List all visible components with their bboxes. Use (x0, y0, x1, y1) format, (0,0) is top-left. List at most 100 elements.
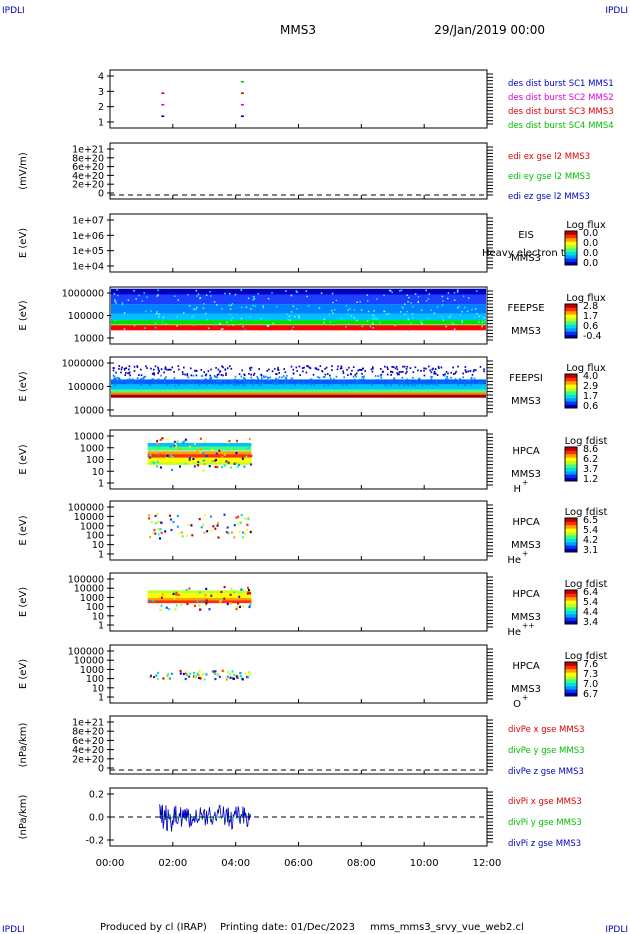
y-tick-label: 0.0 (89, 813, 104, 824)
feepsi-speck (418, 377, 421, 380)
feepse-speck (453, 328, 456, 331)
feepse-speck (123, 312, 126, 314)
feepsi-speck (431, 368, 434, 371)
y-tick-label: 10 (92, 611, 104, 622)
feepsi-speck (335, 375, 338, 378)
feepsi-speck (430, 375, 432, 378)
y-tick-label: 100000 (68, 311, 104, 322)
feepsi-speck (425, 367, 427, 370)
colorbar-segment (565, 545, 577, 549)
hpca-speck (151, 461, 154, 464)
colorbar-segment (565, 679, 577, 683)
feepsi-speck (114, 382, 117, 385)
feepse-speck (121, 303, 124, 306)
colorbar-segment (565, 538, 577, 543)
feepsi-speck (284, 371, 287, 374)
hpca-band (147, 446, 252, 451)
hpca-speck (235, 461, 238, 465)
feepsi-speck (136, 377, 139, 380)
feepsi-speck (467, 370, 470, 373)
colorbar-tick-label: 6.5 (583, 515, 598, 526)
feepse-speck (411, 313, 414, 315)
feepsi-speck (143, 379, 146, 382)
feepsi-speck (310, 383, 313, 386)
hpca-speck (148, 599, 151, 603)
hpca-speck (247, 671, 250, 674)
colorbar-segment (565, 401, 577, 405)
feepsi-speck (285, 377, 288, 380)
feepse-speck (442, 319, 445, 321)
feepsi-speck (134, 379, 137, 382)
colorbar-segment (565, 234, 577, 239)
feepse-speck (478, 315, 481, 318)
hpca-speck (246, 528, 249, 531)
feepsi-speck (412, 371, 415, 374)
feepse-speck (141, 300, 144, 302)
feepsi-speck (248, 380, 250, 383)
feepse-speck (373, 310, 375, 312)
feepsi-speck (182, 373, 184, 376)
spacecraft-label: MMS3 (511, 684, 541, 695)
hpca-speck (172, 520, 175, 524)
feepsi-band (111, 394, 486, 398)
hpca-band (147, 451, 252, 455)
hpca-speck (236, 522, 239, 525)
feepsi-speck (292, 378, 294, 381)
hpca-speck (229, 673, 232, 676)
feepse-speck (406, 294, 408, 296)
legend-entry: edi ey gse l2 MMS3 (508, 172, 590, 182)
colorbar-segment (565, 528, 577, 532)
hpca-speck (245, 455, 248, 458)
feepsi-speck (260, 374, 263, 377)
feepsi-speck (220, 380, 222, 382)
feepsi-speck (467, 379, 470, 382)
feepse-speck (174, 295, 176, 297)
colorbar-segment (565, 692, 577, 697)
feepsi-speck (319, 365, 322, 367)
feepsi-speck (308, 366, 311, 369)
feepsi-speck (262, 375, 265, 378)
feepsi-speck (384, 365, 386, 368)
feepsi-speck (118, 365, 121, 367)
hpca-speck (174, 442, 177, 446)
hpca-speck (149, 675, 152, 679)
feepsi-speck (327, 384, 330, 387)
hpca-speck (201, 600, 204, 604)
feepse-speck (116, 294, 119, 297)
feepse-speck (366, 300, 369, 302)
hpca-speck (248, 592, 251, 595)
hpca-speck (227, 532, 230, 535)
feepse-speck (290, 311, 293, 313)
feepsi-speck (376, 379, 379, 381)
x-tick-label: 00:00 (96, 858, 125, 869)
hpca-speck (215, 452, 218, 455)
legend-entry: divPe x gse MMS3 (508, 725, 585, 735)
hpca-speck (189, 462, 192, 465)
feepsi-speck (183, 366, 185, 369)
colorbar-tick-label: -0.4 (583, 331, 602, 342)
hpca-speck (176, 525, 179, 528)
feepsi-speck (128, 365, 131, 368)
hpca-speck (178, 532, 181, 535)
colorbar-segment (565, 689, 577, 693)
feepse-speck (127, 299, 130, 301)
spacecraft-label: MMS3 (511, 469, 541, 480)
feepsi-speck (220, 373, 223, 376)
hpca-speck (193, 465, 196, 468)
feepse-speck (143, 292, 145, 294)
feepse-speck (417, 296, 420, 298)
feepsi-speck (458, 380, 460, 383)
hpca-speck (159, 438, 162, 441)
hpca-speck (237, 463, 240, 467)
colorbar-title: Log fdist (565, 651, 608, 662)
feepse-speck (425, 300, 428, 302)
feepsi-speck (252, 378, 254, 381)
y-tick-label: 1000 (80, 443, 104, 454)
feepsi-speck (347, 374, 349, 376)
legend-entry: des dist burst SC3 MMS3 (508, 107, 614, 117)
feepsi-speck (421, 379, 423, 382)
hpca-speck (152, 532, 155, 535)
feepse-speck (345, 305, 348, 307)
feepse-speck (262, 305, 264, 307)
